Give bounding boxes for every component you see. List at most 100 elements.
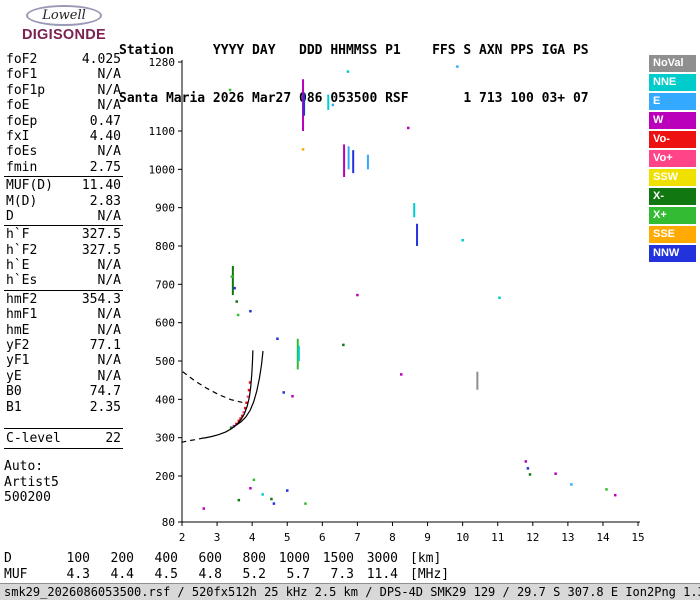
echo-status-legend: NoVal NNE E W Vo- Vo+ SSW X- X+ SSE NNW xyxy=(649,55,696,264)
parameter-label: B0 xyxy=(6,384,22,400)
echo-point xyxy=(237,419,241,423)
y-tick-label: 500 xyxy=(155,355,175,368)
parameter-label: MUF(D) xyxy=(6,178,53,194)
ionogram-parameters-panel: foF2 4.025 foF1 N/A foF1p N/A foE N/A foEp 0.47 fx… xyxy=(4,51,123,506)
value-cell: 200 xyxy=(110,551,134,566)
parameter-value: 22 xyxy=(105,430,121,446)
legend-item-sse: SSE xyxy=(649,226,696,243)
parameter-value: 2.83 xyxy=(89,193,121,209)
parameter-label: foEs xyxy=(6,144,38,160)
legend-item-e: E xyxy=(649,93,696,110)
parameter-row: hmF2 354.3 xyxy=(4,292,123,307)
autoscaling-info: Auto: Artist5 500200 xyxy=(4,459,123,505)
parameter-label: h`E xyxy=(6,258,30,274)
distance-muf-table: D 100 200 400 600 800 1000 1500 3000 [km] MUF 4.3 4.… xyxy=(4,551,449,583)
parameter-value: N/A xyxy=(97,353,121,369)
parameter-row: MUF(D) 11.40 xyxy=(4,178,123,193)
echo-point xyxy=(346,70,350,73)
parameter-value: N/A xyxy=(97,307,121,323)
parameter-label: D xyxy=(6,208,14,224)
x-tick-label: 9 xyxy=(424,531,431,544)
echo-point xyxy=(613,493,617,497)
parameter-label: foF1 xyxy=(6,67,38,83)
y-tick-label: 1280 xyxy=(149,56,176,69)
echo-point xyxy=(291,395,294,398)
echo-point xyxy=(304,502,307,505)
echo-streak xyxy=(302,79,305,131)
echo-point xyxy=(342,343,345,347)
y-tick-label: 200 xyxy=(155,470,175,483)
y-tick-label: 1100 xyxy=(149,125,176,138)
value-cell: 3000 xyxy=(366,551,398,566)
parameter-row: foEp 0.47 xyxy=(4,114,123,129)
y-tick-label: 700 xyxy=(155,278,175,291)
x-trace xyxy=(234,350,264,427)
value-cell: 400 xyxy=(154,551,178,566)
echo-point xyxy=(528,473,532,476)
x-tick-label: 15 xyxy=(631,531,644,544)
parameter-value: N/A xyxy=(97,82,121,98)
digisonde-logo-text: DIGISONDE xyxy=(21,27,107,43)
echo-point xyxy=(249,487,252,490)
echo-point xyxy=(233,286,236,290)
parameter-value: N/A xyxy=(97,208,121,224)
legend-item-w: W xyxy=(649,112,696,129)
parameter-value: N/A xyxy=(97,67,121,83)
y-tick-label: 400 xyxy=(155,393,175,406)
echo-point xyxy=(400,373,403,376)
echo-point xyxy=(570,483,573,486)
auto-scaler-name: Artist5 xyxy=(4,474,59,490)
parameter-group: C-level 22 xyxy=(4,427,123,450)
parameter-value: N/A xyxy=(97,144,121,160)
parameter-row: fmin 2.75 xyxy=(4,160,123,175)
row-label: D xyxy=(4,551,12,566)
parameter-label: hmE xyxy=(6,322,30,338)
echo-point xyxy=(229,426,233,429)
echo-point xyxy=(248,381,252,384)
parameter-label: foF1p xyxy=(6,82,46,98)
echo-point xyxy=(247,388,251,392)
parameter-group: h`F 327.5 h`F2 327.5 h`E N/A h`Es N/A xyxy=(4,225,123,290)
x-tick-label: 8 xyxy=(389,531,396,544)
x-tick-label: 2 xyxy=(179,531,186,544)
echo-point xyxy=(554,472,557,475)
parameter-label: foEp xyxy=(6,113,38,129)
legend-item-noval: NoVal xyxy=(649,55,696,72)
echo-streak xyxy=(366,154,369,170)
echo-point xyxy=(276,337,279,341)
parameter-row: foF1 N/A xyxy=(4,67,123,82)
echo-streak xyxy=(303,92,306,116)
echo-streak xyxy=(476,371,479,390)
x-tick-label: 4 xyxy=(249,531,256,544)
echo-streak xyxy=(416,223,419,246)
parameter-row: h`F2 327.5 xyxy=(4,243,123,258)
parameter-row: foF2 4.025 xyxy=(4,52,123,67)
parameter-value: 4.025 xyxy=(81,52,121,67)
parameter-row: yF2 77.1 xyxy=(4,338,123,353)
parameter-row: yE N/A xyxy=(4,369,123,384)
y-tick-label: 900 xyxy=(155,202,175,215)
parameter-value: N/A xyxy=(97,322,121,338)
value-cell: 11.4 xyxy=(366,567,398,582)
echo-point xyxy=(246,395,250,398)
legend-item-nne: NNE xyxy=(649,74,696,91)
parameter-value: 11.40 xyxy=(81,178,121,194)
parameter-row: foEs N/A xyxy=(4,144,123,159)
value-cell: 5.2 xyxy=(242,567,266,582)
parameter-value: 0.47 xyxy=(89,113,121,129)
parameter-row: foE N/A xyxy=(4,98,123,113)
value-cell: 1000 xyxy=(278,551,310,566)
echo-streak xyxy=(231,265,234,296)
parameter-value: 2.75 xyxy=(89,159,121,175)
echo-point xyxy=(526,467,530,470)
parameter-value: 77.1 xyxy=(89,338,121,354)
echo-point xyxy=(236,313,240,317)
echo-streak xyxy=(296,338,299,370)
echo-streak xyxy=(327,94,330,110)
parameter-value: N/A xyxy=(97,258,121,274)
echo-point xyxy=(272,502,276,505)
status-bar: smk29_2026086053500.rsf / 520fx512h 25 k… xyxy=(0,583,700,600)
echo-point xyxy=(252,478,256,482)
echo-streak xyxy=(343,144,346,177)
